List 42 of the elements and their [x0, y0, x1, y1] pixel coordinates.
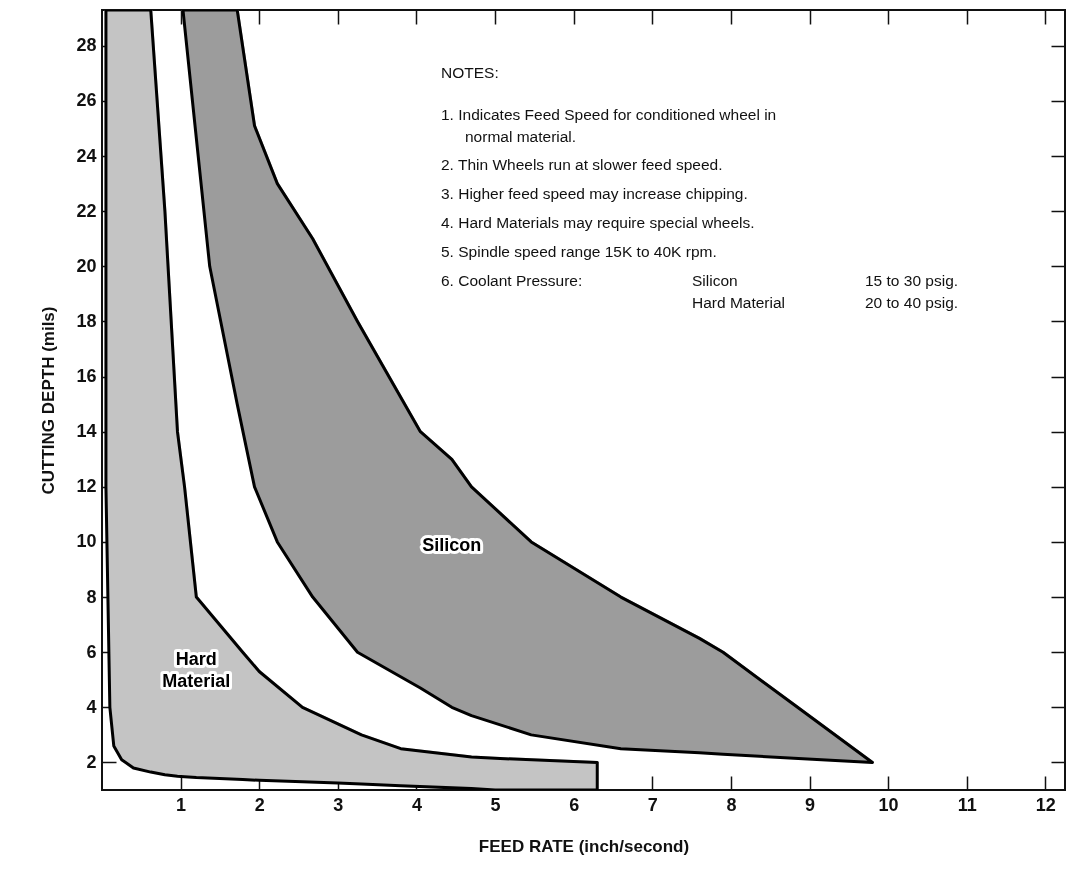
- y-tick-label: 12: [76, 476, 97, 497]
- y-tick-label: 8: [86, 586, 97, 607]
- y-tick-label: 10: [76, 531, 97, 552]
- x-tick-label: 7: [647, 794, 658, 815]
- y-tick-label: 24: [76, 145, 97, 166]
- y-axis-title: CUTTING DEPTH (mils): [39, 306, 59, 495]
- x-tick-label: 12: [1035, 794, 1056, 815]
- x-axis-title: FEED RATE (inch/second): [478, 836, 690, 856]
- y-tick-label: 4: [86, 696, 97, 717]
- x-tick-label: 5: [490, 794, 501, 815]
- y-tick-label: 20: [76, 255, 97, 276]
- y-tick-label: 18: [76, 310, 97, 331]
- annotation: 5. Spindle speed range 15K to 40K rpm.: [441, 243, 717, 260]
- annotation: normal material.: [465, 128, 577, 145]
- series-label: Silicon: [422, 535, 482, 556]
- x-tick-label: 11: [957, 794, 977, 815]
- annotation: 6. Coolant Pressure:: [441, 272, 583, 289]
- series-label: Hard Material: [162, 649, 231, 692]
- x-tick-label: 9: [805, 794, 816, 815]
- annotation: Silicon: [692, 272, 738, 289]
- annotation: 2. Thin Wheels run at slower feed speed.: [441, 156, 723, 173]
- y-tick-label: 14: [76, 421, 97, 442]
- x-tick-label: 2: [254, 794, 265, 815]
- y-tick-label: 22: [76, 200, 97, 221]
- annotation: 15 to 30 psig.: [865, 272, 959, 289]
- y-tick-label: 2: [86, 751, 97, 772]
- x-tick-label: 8: [726, 794, 737, 815]
- x-tick-label: 4: [411, 794, 422, 815]
- annotation: 3. Higher feed speed may increase chipping.: [441, 185, 748, 202]
- annotation: 20 to 40 psig.: [865, 294, 959, 311]
- y-tick-label: 28: [76, 35, 97, 56]
- y-tick-label: 6: [86, 641, 97, 662]
- annotation: Hard Material: [692, 294, 786, 311]
- x-tick-label: 3: [333, 794, 344, 815]
- annotation: 1. Indicates Feed Speed for conditioned wheel in: [441, 106, 777, 123]
- annotation: NOTES:: [441, 64, 499, 81]
- y-tick-label: 26: [76, 90, 97, 111]
- x-tick-label: 10: [878, 794, 899, 815]
- x-tick-label: 6: [569, 794, 580, 815]
- annotation: 4. Hard Materials may require special wheels.: [441, 214, 755, 231]
- x-tick-label: 1: [176, 794, 187, 815]
- y-tick-label: 16: [76, 366, 97, 387]
